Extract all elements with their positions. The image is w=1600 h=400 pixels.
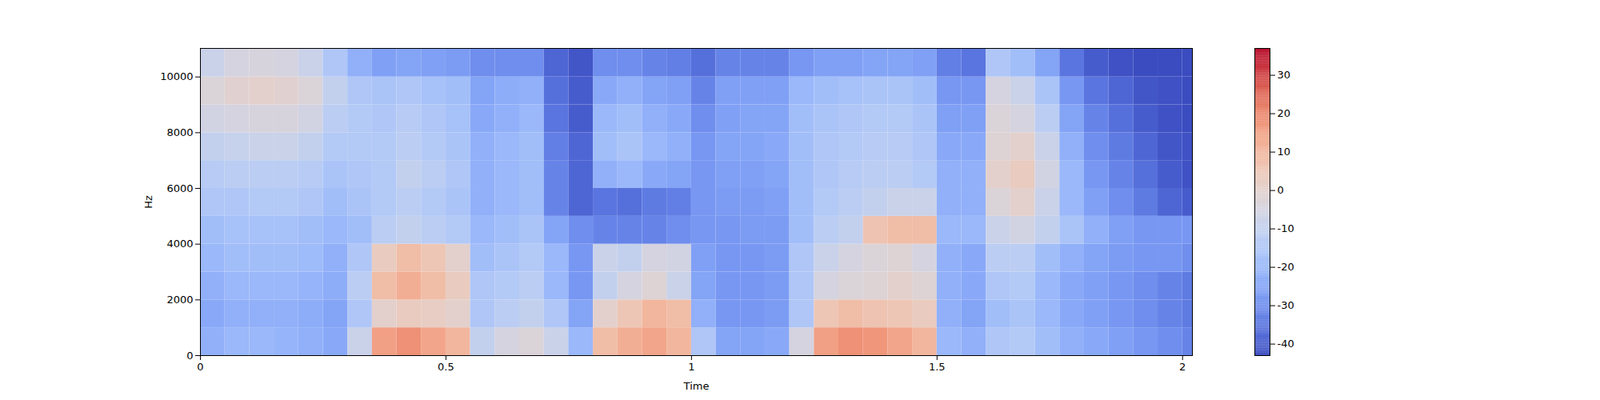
svg-text:1: 1 xyxy=(688,360,695,373)
svg-text:2000: 2000 xyxy=(166,293,193,306)
svg-text:-30: -30 xyxy=(1277,299,1295,312)
svg-text:30: 30 xyxy=(1277,68,1292,81)
svg-text:4000: 4000 xyxy=(166,237,193,250)
svg-text:0: 0 xyxy=(186,349,193,362)
svg-text:-10: -10 xyxy=(1277,222,1295,235)
svg-text:20: 20 xyxy=(1277,107,1292,120)
svg-text:2: 2 xyxy=(1179,360,1186,373)
svg-text:1.5: 1.5 xyxy=(928,360,946,373)
svg-text:0: 0 xyxy=(196,360,204,373)
svg-text:-20: -20 xyxy=(1277,260,1295,273)
svg-text:6000: 6000 xyxy=(166,182,193,195)
svg-text:0: 0 xyxy=(1277,184,1284,196)
svg-text:10: 10 xyxy=(1277,145,1292,158)
svg-text:0.5: 0.5 xyxy=(437,360,455,373)
svg-text:10000: 10000 xyxy=(160,70,193,83)
svg-text:Hz: Hz xyxy=(142,195,155,209)
svg-text:-40: -40 xyxy=(1277,337,1295,350)
svg-text:Time: Time xyxy=(683,380,710,392)
svg-text:8000: 8000 xyxy=(166,126,193,139)
